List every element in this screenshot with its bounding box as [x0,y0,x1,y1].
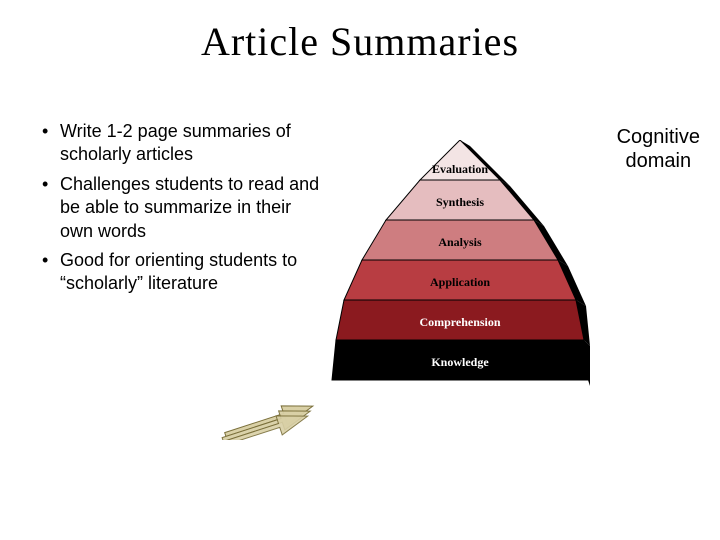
bullet-item: Good for orienting students to “scholarl… [38,249,328,296]
pyramid-label: Synthesis [436,195,484,209]
pyramid-level-knowledge: Knowledge [332,340,588,380]
pyramid-label: Application [430,275,490,289]
pyramid-level-comprehension: Comprehension [336,300,584,340]
pyramid-level-evaluation: Evaluation [420,140,500,180]
bullet-item: Write 1-2 page summaries of scholarly ar… [38,120,328,167]
pyramid-label: Evaluation [432,162,488,176]
bullet-item: Challenges students to read and be able … [38,173,328,243]
pyramid-label: Comprehension [419,315,500,329]
pyramid-label: Knowledge [431,355,489,369]
slide-title: Article Summaries [0,0,720,65]
pyramid-level-analysis: Analysis [362,220,558,260]
pointer-arrow [215,400,325,430]
pyramid-level-synthesis: Synthesis [386,180,534,220]
domain-label: Cognitive domain [617,125,700,173]
domain-label-line: domain [626,150,692,172]
domain-label-line: Cognitive [617,126,700,148]
pyramid-level-application: Application [344,260,576,300]
bullet-list: Write 1-2 page summaries of scholarly ar… [38,120,328,302]
pyramid-label: Analysis [438,235,482,249]
pyramid-diagram: Evaluation Synthesis Analysis Applicatio… [330,140,590,440]
